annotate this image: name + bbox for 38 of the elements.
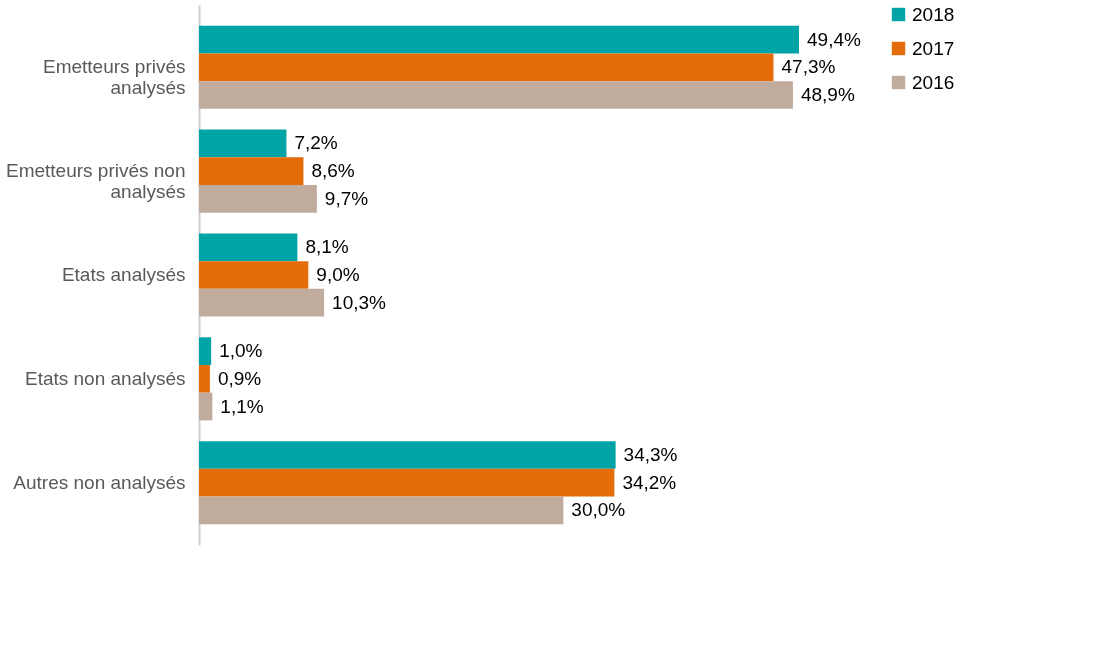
- data-label: 49,4%: [807, 28, 861, 50]
- data-label: 34,2%: [622, 471, 677, 493]
- data-label: 9,7%: [324, 187, 369, 209]
- bar: [199, 441, 616, 469]
- data-label: 8,6%: [311, 160, 355, 182]
- legend-label: 2016: [912, 71, 955, 93]
- bar: [199, 25, 799, 54]
- bar: [199, 129, 287, 158]
- bar: [199, 392, 213, 421]
- bar: [199, 365, 210, 393]
- data-label: 10,3%: [332, 291, 387, 313]
- data-label: 34,3%: [623, 444, 678, 465]
- legend-label: 2018: [912, 3, 955, 25]
- data-label: 1,1%: [220, 395, 264, 417]
- bar: [199, 496, 564, 525]
- data-label: 47,3%: [781, 56, 836, 78]
- bar: [199, 288, 325, 317]
- legend-label: 2017: [912, 37, 955, 59]
- y-tick-label: Emetteurs privés non analysés: [5, 160, 186, 203]
- y-tick-label: Autres non analysés: [13, 471, 186, 493]
- data-label: 7,2%: [294, 132, 338, 154]
- bar: [199, 468, 615, 497]
- data-label: 0,9%: [217, 367, 262, 389]
- y-tick-label: Etats analysés: [61, 264, 186, 285]
- bar: [199, 81, 793, 109]
- data-label: 9,0%: [316, 264, 360, 285]
- bar: [199, 337, 212, 365]
- data-label: 1,0%: [219, 340, 263, 362]
- y-tick-label: Emetteurs privés analysés: [42, 56, 186, 99]
- data-label: 30,0%: [571, 499, 626, 521]
- bar: [199, 157, 304, 185]
- bar: [199, 185, 317, 213]
- y-tick-label: Etats non analysés: [24, 367, 186, 389]
- bar: [199, 261, 309, 289]
- bar: [199, 53, 774, 82]
- data-label: 8,1%: [305, 236, 349, 258]
- data-label: 48,9%: [800, 84, 855, 105]
- bar: [199, 233, 298, 262]
